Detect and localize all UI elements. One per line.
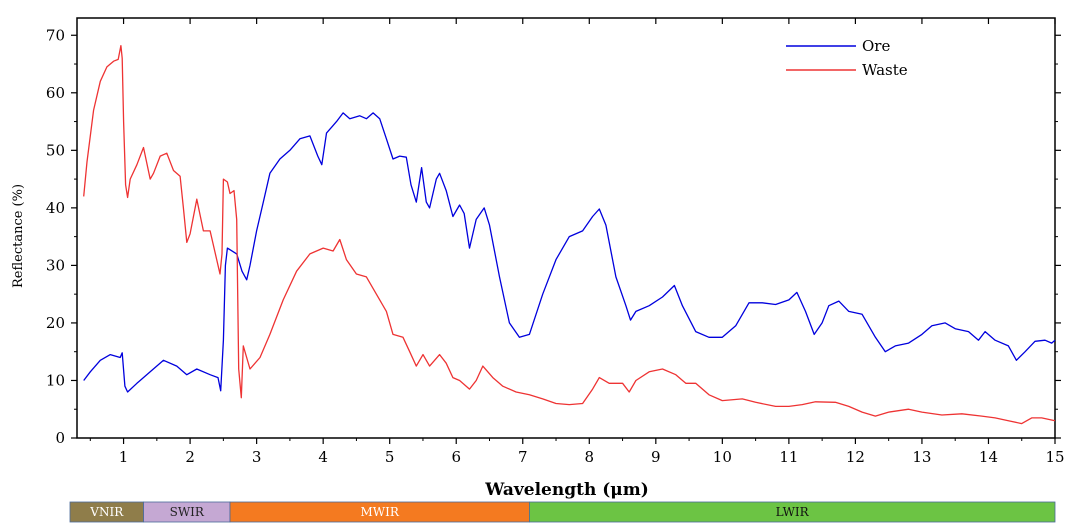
y-tick-label: 10 xyxy=(46,371,65,389)
band-label-swir: SWIR xyxy=(170,505,205,519)
y-tick-label: 60 xyxy=(46,84,65,102)
plot-border xyxy=(76,17,1056,439)
band-label-vnir: VNIR xyxy=(89,505,124,519)
x-axis: 1 2 3 4 5 6 7 8 9 10 11 12 13 14 15 xyxy=(89,18,1065,466)
y-tick-label: 70 xyxy=(46,26,65,44)
x-tick-label: 10 xyxy=(713,448,732,466)
x-tick-label: 13 xyxy=(912,448,931,466)
spectral-bands: VNIR SWIR MWIR LWIR xyxy=(69,501,1056,523)
plot-frame xyxy=(76,17,1056,439)
x-tick-label: 14 xyxy=(979,448,998,466)
series-layer xyxy=(83,44,1056,425)
x-tick-label: 2 xyxy=(185,448,195,466)
x-tick-label: 8 xyxy=(585,448,595,466)
x-axis-title: Wavelength (μm) xyxy=(484,480,649,500)
x-tick-label: 3 xyxy=(252,448,262,466)
x-tick-label: 9 xyxy=(651,448,661,466)
x-tick-label: 6 xyxy=(451,448,461,466)
legend-label-ore: Ore xyxy=(862,37,890,55)
x-tick-label: 11 xyxy=(779,448,798,466)
y-axis: 0 10 20 30 40 50 60 70 xyxy=(46,26,1061,447)
x-tick-label: 4 xyxy=(318,448,328,466)
series-line-waste xyxy=(83,44,1056,425)
y-tick-label: 30 xyxy=(46,256,65,274)
y-tick-label: 20 xyxy=(46,314,65,332)
x-tick-label: 12 xyxy=(846,448,865,466)
legend-label-waste: Waste xyxy=(862,61,908,79)
band-lwir xyxy=(529,501,1056,523)
y-tick-label: 0 xyxy=(55,429,65,447)
series-line-ore xyxy=(83,112,1056,393)
band-label-lwir: LWIR xyxy=(776,505,810,519)
x-tick-label: 5 xyxy=(385,448,395,466)
x-tick-label: 15 xyxy=(1045,448,1064,466)
y-tick-label: 40 xyxy=(46,199,65,217)
x-tick-label: 1 xyxy=(119,448,129,466)
y-tick-label: 50 xyxy=(46,141,65,159)
x-tick-label: 7 xyxy=(518,448,528,466)
legend: Ore Waste xyxy=(786,37,908,79)
band-label-mwir: MWIR xyxy=(361,505,400,519)
y-axis-title: Reflectance (%) xyxy=(11,184,26,288)
